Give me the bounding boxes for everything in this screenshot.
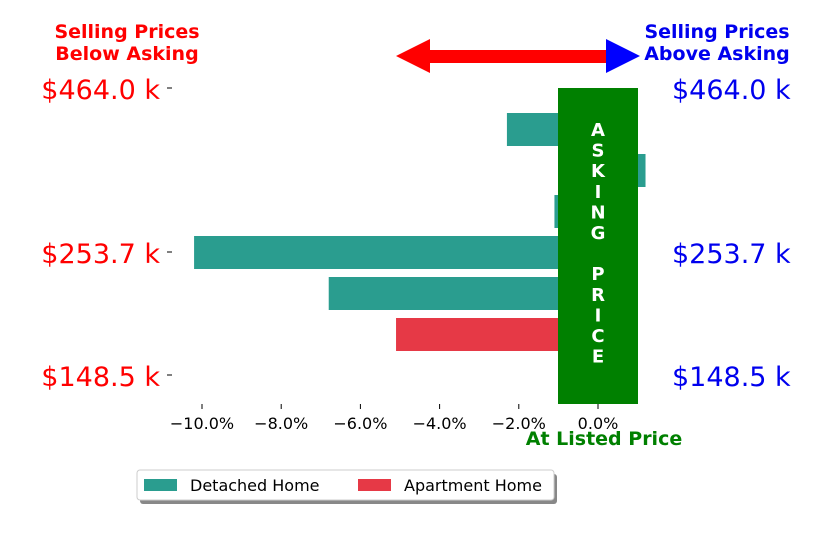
band-letter-9: I — [595, 305, 602, 326]
below-asking-label-line1: Selling Prices — [54, 21, 199, 43]
legend: Detached Home Apartment Home — [136, 469, 557, 504]
band-letter-3: I — [595, 182, 602, 203]
arrow-head-left-icon — [396, 39, 430, 73]
x-axis: −10.0% −8.0% −6.0% −4.0% −2.0% 0.0% — [170, 404, 618, 433]
band-letter-10: C — [591, 326, 604, 347]
x-tick-label-1: −8.0% — [254, 414, 308, 433]
left-price-label-bottom: $148.5 k — [41, 362, 160, 393]
x-tick-label-4: −2.0% — [492, 414, 546, 433]
x-tick-label-2: −6.0% — [333, 414, 387, 433]
band-letter-2: K — [591, 161, 606, 182]
right-price-label-mid: $253.7 k — [672, 239, 791, 270]
band-letter-8: R — [591, 285, 605, 306]
band-letter-1: S — [592, 141, 605, 162]
below-asking-label-line2: Below Asking — [55, 43, 198, 65]
legend-label-detached: Detached Home — [190, 476, 320, 495]
direction-arrow — [396, 39, 640, 73]
band-letter-4: N — [590, 202, 605, 223]
arrow-head-right-icon — [606, 39, 640, 73]
x-tick-label-3: −4.0% — [413, 414, 467, 433]
arrow-shaft-red — [428, 50, 608, 63]
x-tick-label-5: 0.0% — [578, 414, 619, 433]
bar-detached-3 — [194, 236, 598, 269]
left-price-label-top: $464.0 k — [41, 75, 160, 106]
band-letter-5: G — [591, 223, 606, 244]
legend-swatch-apartment — [358, 479, 391, 491]
bar-detached-4 — [328, 277, 598, 310]
right-price-label-top: $464.0 k — [672, 75, 791, 106]
legend-box — [136, 469, 555, 501]
band-letter-0: A — [591, 120, 605, 141]
right-price-label-bottom: $148.5 k — [672, 362, 791, 393]
x-tick-label-0: −10.0% — [170, 414, 234, 433]
above-asking-label-line2: Above Asking — [644, 43, 790, 65]
legend-label-apartment: Apartment Home — [404, 476, 542, 495]
band-letter-11: E — [592, 347, 604, 368]
left-price-label-mid: $253.7 k — [41, 239, 160, 270]
band-letter-7: P — [591, 264, 604, 285]
above-asking-label-line1: Selling Prices — [644, 21, 789, 43]
asking-price-band — [558, 88, 638, 404]
at-listed-price-label: At Listed Price — [526, 428, 682, 450]
legend-swatch-detached — [144, 479, 177, 491]
